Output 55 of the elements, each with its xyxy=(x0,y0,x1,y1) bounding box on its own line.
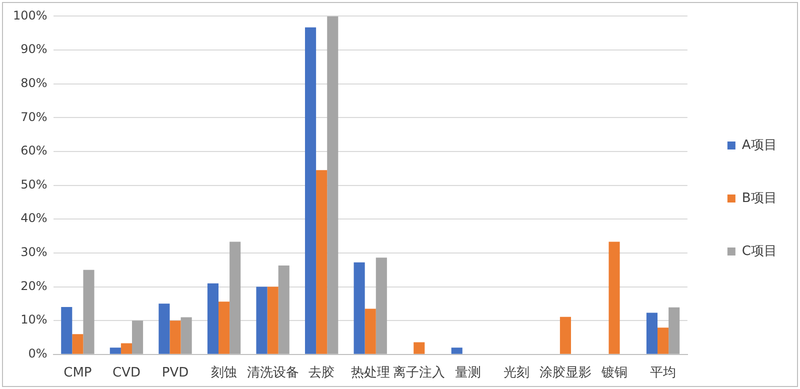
y-tick-label: 80% xyxy=(20,76,48,90)
bar xyxy=(305,27,316,354)
bar xyxy=(658,328,669,354)
bar xyxy=(72,334,84,354)
x-tick-label: 去胶 xyxy=(308,366,335,381)
bar xyxy=(316,170,328,354)
x-tick-label: 刻蚀 xyxy=(211,366,238,381)
bar xyxy=(364,308,376,354)
x-tick-label: 清洗设备 xyxy=(246,366,299,381)
x-tick-label: 平均 xyxy=(650,366,676,381)
bar xyxy=(170,320,181,354)
y-tick-label: 40% xyxy=(20,211,48,226)
x-tick-label: 涂胶显影 xyxy=(539,366,592,381)
x-tick-label: CVD xyxy=(112,366,140,381)
bar xyxy=(132,320,144,354)
bar xyxy=(158,304,170,354)
bar xyxy=(668,307,680,354)
legend-label: B项目 xyxy=(742,190,777,206)
bar xyxy=(608,242,620,354)
bar xyxy=(180,317,192,354)
x-tick-label: 量测 xyxy=(454,366,481,381)
y-tick-label: 70% xyxy=(20,110,48,124)
y-tick-label: 30% xyxy=(20,245,48,260)
x-tick-label: 光刻 xyxy=(504,366,530,381)
bar xyxy=(83,270,94,354)
bar xyxy=(110,348,121,354)
bar xyxy=(376,258,387,354)
x-tick-label: CMP xyxy=(64,366,92,381)
bar xyxy=(256,286,268,354)
bar xyxy=(646,312,658,354)
y-tick-label: 20% xyxy=(20,278,48,293)
y-tick-label: 0% xyxy=(28,346,48,361)
bar xyxy=(267,286,278,354)
y-tick-label: 50% xyxy=(20,177,48,192)
bar xyxy=(207,283,218,354)
legend-label: A项目 xyxy=(742,138,777,153)
x-tick-label: 热处理 xyxy=(350,366,390,381)
bar xyxy=(354,262,365,354)
bar xyxy=(560,316,572,354)
bar xyxy=(327,16,338,354)
bar xyxy=(278,265,290,354)
x-tick-label: 离子注入 xyxy=(393,364,446,381)
y-tick-label: 60% xyxy=(20,144,48,158)
bar xyxy=(451,348,462,354)
legend-label: C项目 xyxy=(742,244,777,259)
bar xyxy=(414,342,425,354)
bar xyxy=(61,307,72,354)
bar xyxy=(230,242,241,354)
x-tick-label: 镀铜 xyxy=(600,366,628,381)
y-tick-label: 10% xyxy=(20,312,48,327)
y-tick-label: 100% xyxy=(12,8,48,22)
x-tick-label: PVD xyxy=(162,366,189,381)
bar xyxy=(218,302,230,354)
bar xyxy=(120,343,132,354)
y-tick-label: 90% xyxy=(20,42,48,56)
